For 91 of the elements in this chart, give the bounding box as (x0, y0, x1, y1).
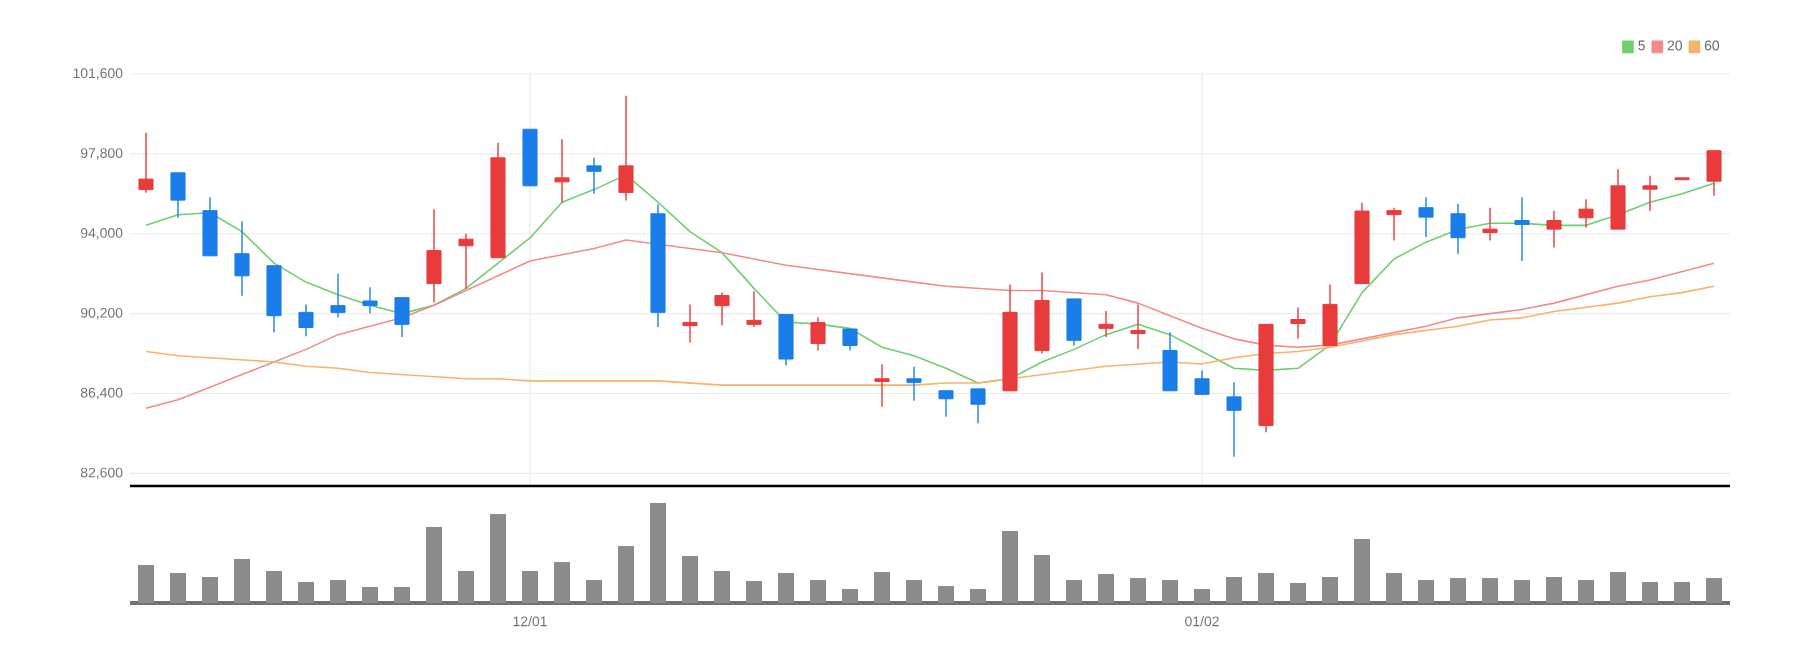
candlestick (682, 303, 698, 344)
candlestick (1162, 331, 1178, 392)
bar (1386, 573, 1403, 603)
bar (1226, 577, 1243, 603)
bar (202, 577, 218, 603)
candlestick (1194, 369, 1210, 396)
candlestick (330, 272, 346, 319)
bar (1258, 573, 1275, 603)
bar (266, 571, 282, 603)
candlestick (714, 291, 730, 327)
candlestick (458, 233, 474, 290)
candlestick (1418, 196, 1434, 238)
bar (650, 503, 667, 603)
candlestick (1322, 283, 1338, 347)
bar (810, 580, 827, 603)
candlestick (1642, 175, 1658, 212)
bar (1194, 589, 1211, 603)
bar (586, 580, 603, 603)
candlestick (394, 296, 410, 338)
bar (1322, 577, 1339, 603)
candlestick (874, 363, 890, 408)
bar (1514, 580, 1531, 603)
bar (778, 573, 795, 603)
bar (1130, 578, 1147, 603)
bar (1354, 539, 1371, 603)
bar (362, 587, 378, 603)
bar (1578, 580, 1595, 603)
bar (1066, 580, 1083, 603)
candlestick (1386, 206, 1402, 242)
candlestick (554, 138, 570, 204)
candlestick (1514, 196, 1530, 262)
bar (1034, 555, 1051, 603)
bar (1098, 574, 1115, 603)
bar (618, 546, 635, 603)
candlestick (298, 303, 314, 338)
candlestick (1066, 298, 1082, 347)
candlestick (1482, 206, 1498, 242)
bar (1674, 582, 1691, 603)
candlestick (1578, 198, 1594, 229)
bar (1162, 580, 1179, 603)
bar (298, 582, 314, 603)
candlestick (1610, 168, 1626, 230)
candlestick (426, 208, 442, 304)
candlestick (1546, 209, 1562, 249)
bar (842, 589, 859, 603)
candlestick (234, 220, 250, 297)
bar (746, 581, 763, 603)
bar (1002, 531, 1019, 603)
bar (458, 571, 474, 603)
bar (938, 586, 955, 603)
candlestick (362, 286, 378, 315)
bar (874, 572, 891, 603)
candlestick (842, 328, 858, 352)
bar (330, 580, 346, 603)
candlestick (906, 366, 922, 402)
bar (906, 580, 923, 603)
bar (1642, 582, 1659, 603)
bar (1290, 583, 1307, 603)
candlestick (202, 196, 218, 257)
candlestick (1290, 306, 1306, 340)
candlestick (618, 95, 634, 202)
candlestick (586, 157, 602, 195)
bar (682, 556, 699, 603)
bar (554, 562, 571, 603)
bar (1450, 578, 1467, 603)
candlestick (1130, 303, 1146, 350)
bar (138, 565, 154, 603)
bar (1546, 577, 1563, 603)
bar (234, 559, 250, 603)
bar (1610, 572, 1627, 603)
candlestick (938, 390, 954, 418)
candlestick (138, 132, 154, 194)
bar (1706, 578, 1723, 603)
bar (490, 514, 506, 603)
bar (1482, 578, 1499, 603)
candlestick (1450, 202, 1466, 255)
bar (394, 587, 410, 603)
bar (714, 571, 731, 603)
candlestick (1098, 310, 1114, 338)
bar (522, 571, 539, 603)
candlestick (970, 388, 986, 425)
candlestick (1226, 381, 1242, 458)
bar (426, 527, 442, 603)
candlestick (810, 316, 826, 352)
candlestick (778, 313, 794, 367)
candlestick (1706, 150, 1722, 197)
candlestick (170, 172, 186, 219)
bar (970, 589, 987, 603)
bar (170, 573, 186, 603)
candlestick (746, 290, 762, 328)
bar (1418, 580, 1435, 603)
